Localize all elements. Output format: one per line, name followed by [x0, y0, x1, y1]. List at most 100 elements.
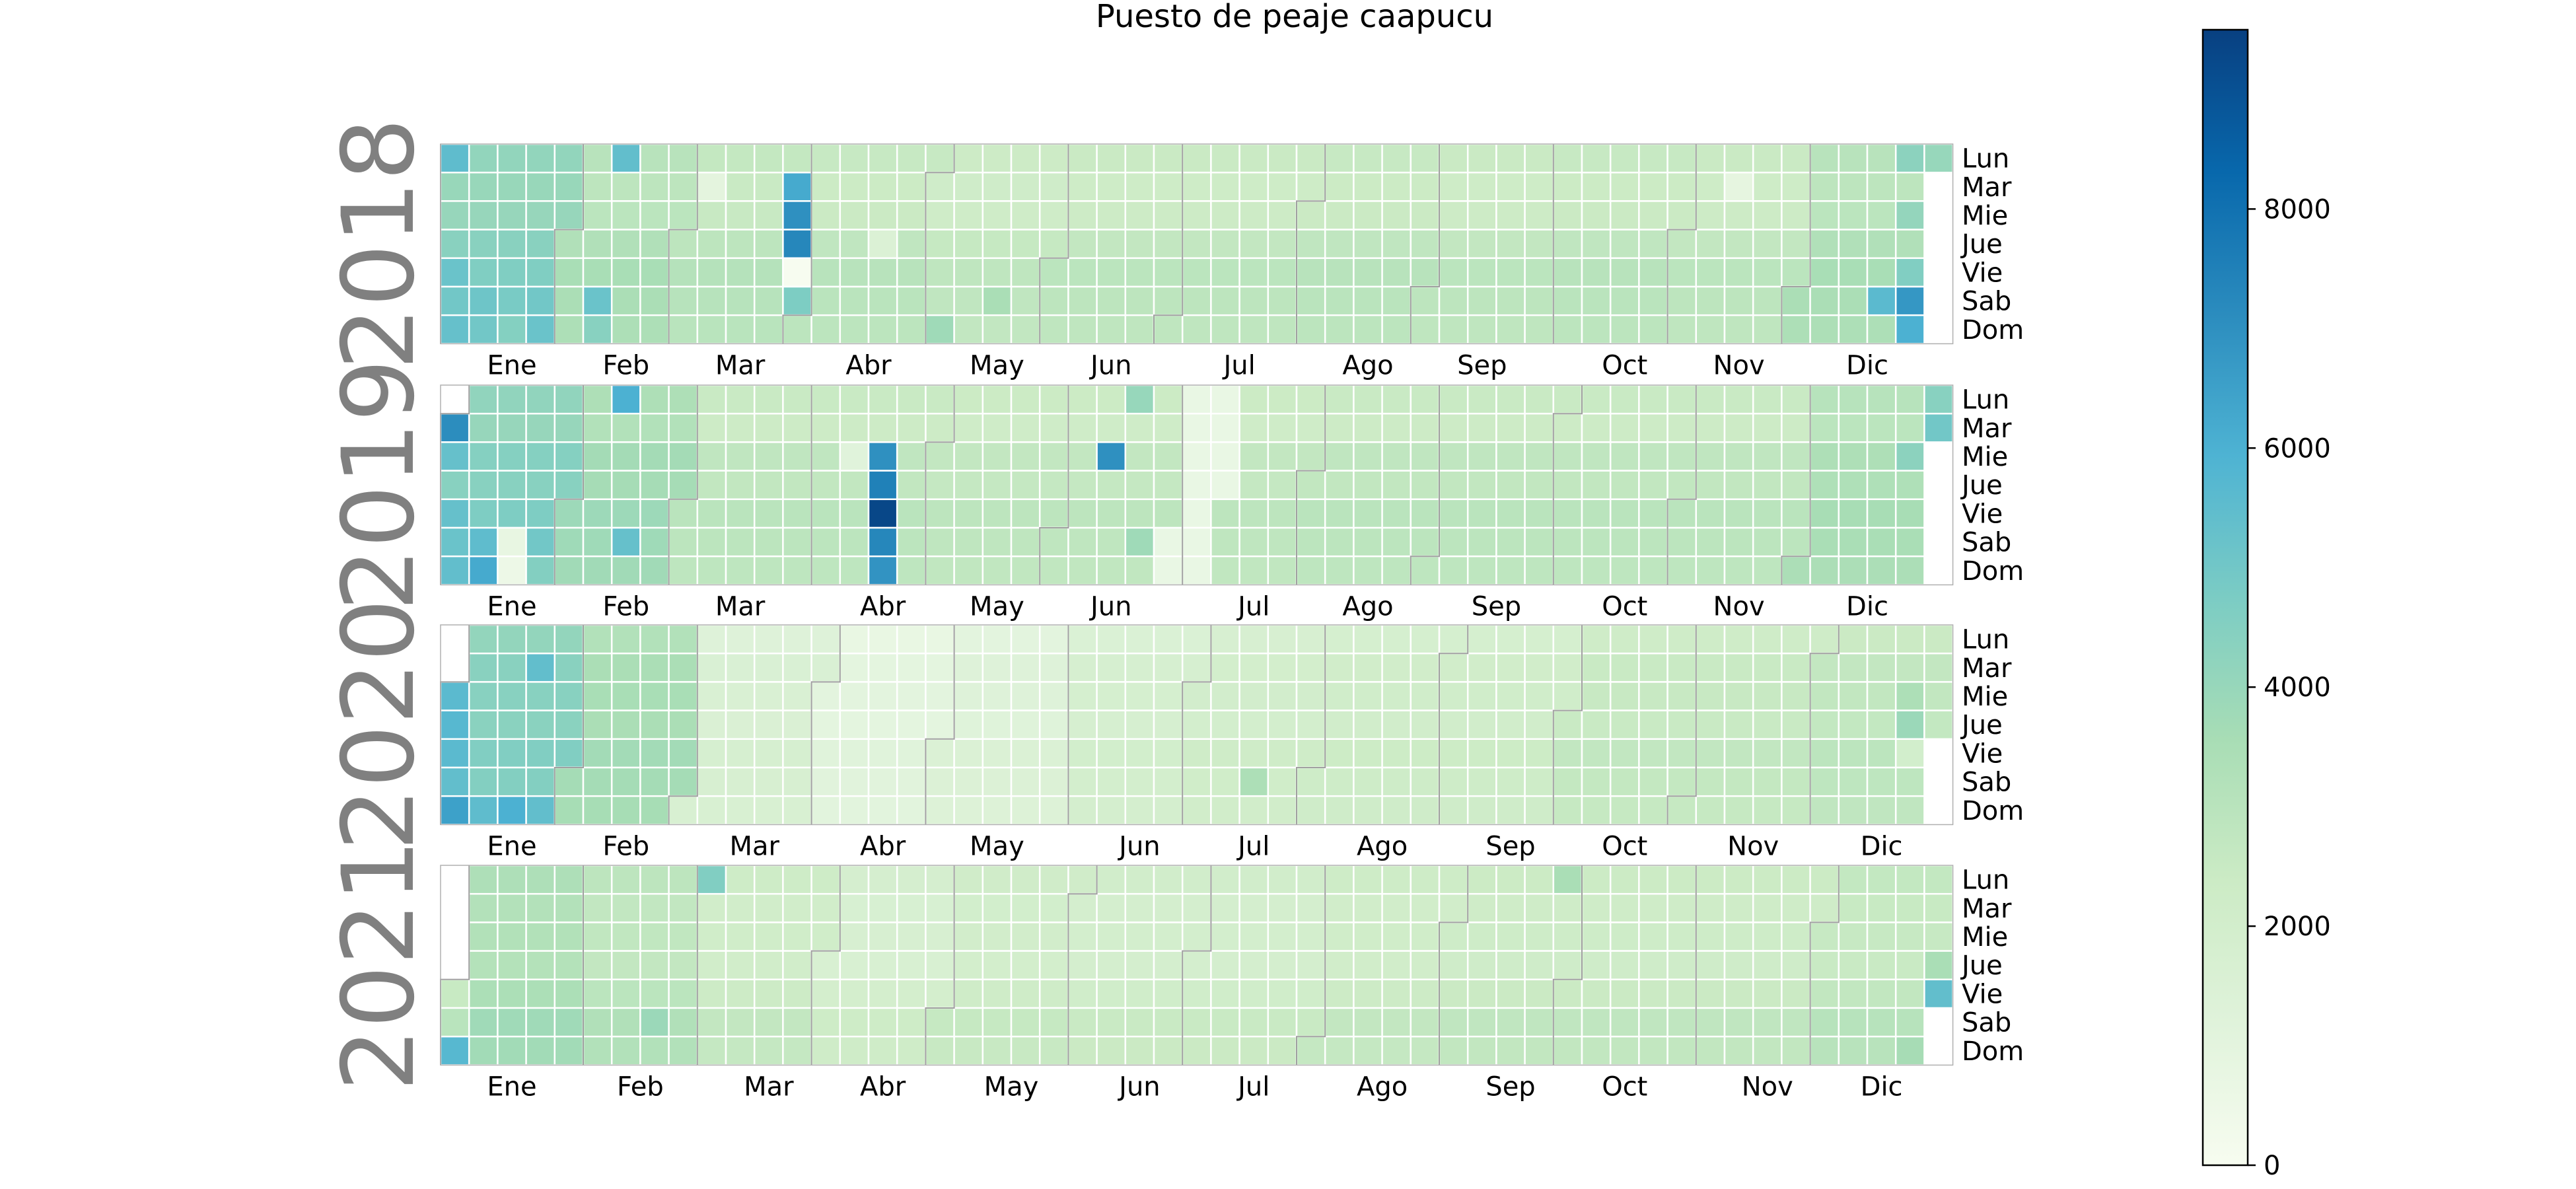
month-label-mar: Mar	[715, 350, 766, 380]
day-cell	[468, 200, 499, 231]
day-cell	[1495, 285, 1526, 316]
day-cell	[810, 143, 841, 174]
day-cell	[810, 257, 841, 288]
day-cell	[639, 257, 670, 288]
day-cell	[668, 766, 699, 797]
day-cell	[554, 681, 585, 711]
day-cell	[1866, 314, 1897, 345]
day-cell	[1809, 526, 1840, 558]
day-cell	[696, 285, 727, 316]
day-cell	[468, 738, 499, 769]
day-cell	[1438, 555, 1469, 586]
day-cell	[1524, 412, 1555, 443]
day-cell	[953, 384, 984, 415]
day-cell	[525, 384, 556, 415]
day-cell	[1752, 709, 1783, 740]
day-cell	[982, 555, 1013, 586]
day-cell	[1894, 1035, 1925, 1066]
day-cell	[925, 143, 955, 174]
day-cell	[1324, 229, 1355, 260]
day-cell	[1838, 681, 1869, 711]
day-cell	[1238, 950, 1270, 981]
day-cell	[1552, 738, 1583, 769]
day-cell	[1096, 978, 1127, 1009]
day-cell	[1181, 864, 1212, 895]
day-cell	[1381, 200, 1412, 231]
day-cell	[1894, 978, 1925, 1009]
day-cell	[1581, 1007, 1612, 1038]
month-label-jul: Jul	[1236, 591, 1270, 622]
day-cell	[782, 526, 812, 558]
day-cell	[896, 384, 927, 415]
day-cell	[1096, 526, 1127, 558]
day-cell	[1838, 892, 1869, 923]
day-cell	[1067, 681, 1098, 711]
day-cell	[725, 526, 756, 558]
day-cell	[782, 921, 812, 952]
colorbar-tick-label: 6000	[2264, 433, 2331, 464]
day-cell	[925, 555, 955, 586]
day-cell	[953, 314, 984, 345]
day-cell	[582, 314, 613, 345]
day-cell	[1809, 864, 1840, 895]
day-cell	[753, 257, 784, 288]
day-cell	[1295, 498, 1326, 529]
day-cell	[1466, 864, 1497, 895]
day-cell	[1781, 892, 1811, 923]
day-cell	[1410, 229, 1441, 260]
day-cell	[1495, 257, 1526, 288]
day-cell	[1609, 1007, 1640, 1038]
day-cell	[782, 257, 812, 288]
day-cell	[1353, 143, 1383, 174]
day-cell	[839, 864, 870, 895]
day-cell	[1552, 200, 1583, 231]
day-cell	[1124, 314, 1155, 345]
day-cell	[554, 555, 585, 586]
day-cell	[1038, 978, 1069, 1009]
day-cell	[1866, 921, 1897, 952]
day-cell	[525, 285, 556, 316]
day-cell	[439, 795, 470, 826]
day-cell	[1210, 652, 1240, 683]
day-cell	[1781, 864, 1811, 895]
day-cell	[1067, 978, 1098, 1009]
day-cell	[1581, 1035, 1612, 1066]
day-cell	[1838, 1035, 1869, 1066]
day-cell	[982, 285, 1013, 316]
day-cell	[1866, 892, 1897, 923]
day-cell	[1381, 257, 1412, 288]
day-cell	[1752, 555, 1783, 586]
day-cell	[1638, 229, 1668, 260]
day-cell	[953, 171, 984, 202]
day-cell	[1638, 200, 1668, 231]
year-label-2018: 2018	[322, 118, 437, 370]
day-cell	[1038, 950, 1069, 981]
day-cell	[639, 709, 670, 740]
month-boundary	[668, 144, 698, 344]
day-cell	[1181, 766, 1212, 797]
day-cell	[639, 681, 670, 711]
day-cell	[610, 864, 641, 895]
day-cell	[582, 441, 613, 472]
day-cell	[810, 1007, 841, 1038]
day-cell	[610, 921, 641, 952]
day-cell	[525, 738, 556, 769]
day-cell	[696, 921, 727, 952]
day-cell	[1466, 229, 1497, 260]
day-cell	[1038, 709, 1069, 740]
month-label-sep: Sep	[1472, 591, 1521, 622]
day-cell	[1638, 681, 1668, 711]
day-cell	[1695, 526, 1726, 558]
day-cell	[439, 441, 470, 472]
day-cell	[1495, 470, 1526, 501]
day-cell	[1438, 314, 1469, 345]
day-cell	[1609, 412, 1640, 443]
day-cell	[1552, 384, 1583, 415]
day-cell	[1809, 624, 1840, 655]
day-cell	[696, 412, 727, 443]
day-cell	[925, 795, 955, 826]
day-cell	[1723, 1035, 1754, 1066]
day-cell	[953, 285, 984, 316]
day-cell	[1638, 555, 1668, 586]
day-cell	[639, 795, 670, 826]
